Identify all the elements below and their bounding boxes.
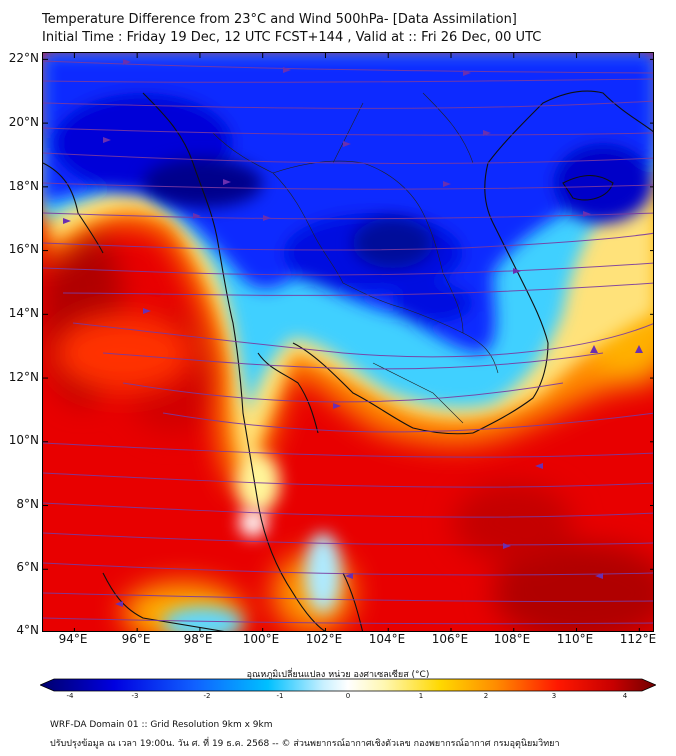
colorbar-tick: 2 xyxy=(483,692,489,700)
colorbar-tick: -1 xyxy=(276,692,284,700)
colorbar-tick: 4 xyxy=(622,692,628,700)
lat-label-8n: 8°N xyxy=(16,497,39,511)
colorbar-tick: 0 xyxy=(345,692,351,700)
lon-label-100e: 100°E xyxy=(242,632,280,646)
lon-label-98e: 98°E xyxy=(183,632,213,646)
footer-model-info: WRF-DA Domain 01 :: Grid Resolution 9km … xyxy=(50,720,273,730)
colorbar-title: อุณหภูมิเปลี่ยนแปลง หน่วย องศาเซลเซียส (… xyxy=(246,670,430,680)
wind-streamlines xyxy=(43,60,653,625)
temperature-map xyxy=(42,52,654,632)
colorbar-tick: -2 xyxy=(203,692,211,700)
lat-label-22n: 22°N xyxy=(8,51,39,65)
colorbar xyxy=(40,678,656,692)
lat-label-6n: 6°N xyxy=(16,560,39,574)
lat-label-16n: 16°N xyxy=(8,242,39,256)
lat-label-20n: 20°N xyxy=(8,115,39,129)
footer-credit: ปรับปรุงข้อมูล ณ เวลา 19:00น. วัน ศ. ที่… xyxy=(50,739,560,749)
lat-label-14n: 14°N xyxy=(8,306,39,320)
lon-label-104e: 104°E xyxy=(368,632,406,646)
graticule-ticks xyxy=(43,53,653,631)
lat-label-10n: 10°N xyxy=(8,433,39,447)
lon-label-112e: 112°E xyxy=(619,632,657,646)
colorbar-tick: 1 xyxy=(418,692,424,700)
lon-label-96e: 96°E xyxy=(121,632,151,646)
lon-label-108e: 108°E xyxy=(493,632,531,646)
temperature-shading xyxy=(43,53,653,631)
colorbar-tick: 3 xyxy=(551,692,557,700)
lat-label-4n: 4°N xyxy=(16,623,39,637)
lat-label-18n: 18°N xyxy=(8,179,39,193)
colorbar-tick: -4 xyxy=(66,692,74,700)
map-subtitle: Initial Time : Friday 19 Dec, 12 UTC FCS… xyxy=(42,30,542,45)
lat-label-12n: 12°N xyxy=(8,370,39,384)
lon-label-110e: 110°E xyxy=(556,632,594,646)
wind-arrows xyxy=(63,59,643,607)
lon-label-102e: 102°E xyxy=(305,632,343,646)
lon-label-94e: 94°E xyxy=(58,632,88,646)
coastlines xyxy=(43,90,653,631)
map-title: Temperature Difference from 23°C and Win… xyxy=(42,12,517,27)
lon-label-106e: 106°E xyxy=(431,632,469,646)
colorbar-tick: -3 xyxy=(131,692,139,700)
